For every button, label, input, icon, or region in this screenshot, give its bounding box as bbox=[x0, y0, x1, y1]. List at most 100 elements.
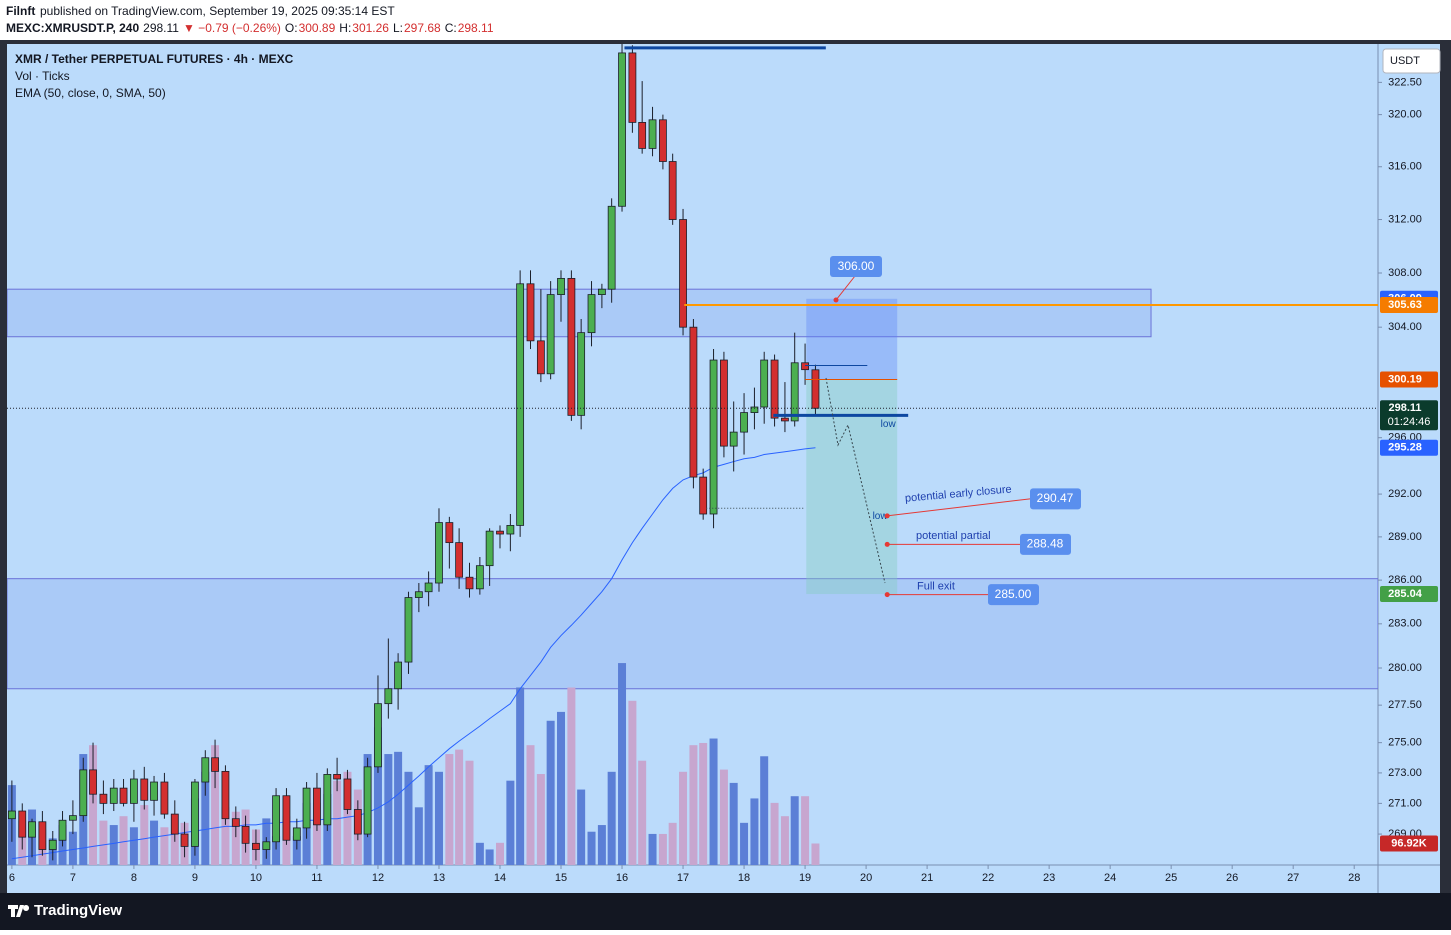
target-zone bbox=[806, 379, 898, 595]
x-tick-label: 14 bbox=[494, 872, 506, 884]
candle-body bbox=[252, 842, 260, 850]
candle-body bbox=[638, 121, 647, 149]
candle-body bbox=[211, 757, 219, 772]
line-label: low bbox=[873, 511, 889, 522]
volume-bar bbox=[628, 700, 637, 865]
y-tick-label: 283.00 bbox=[1388, 618, 1422, 630]
line-label: low bbox=[881, 419, 897, 430]
volume-bar bbox=[587, 831, 596, 865]
volume-bar bbox=[536, 774, 545, 865]
x-tick-label: 11 bbox=[311, 872, 322, 884]
currency[interactable]: USDT bbox=[1390, 55, 1420, 67]
candle-body bbox=[323, 774, 332, 826]
target-line bbox=[887, 498, 1031, 517]
volume-bar bbox=[99, 820, 108, 865]
candle-body bbox=[180, 833, 189, 847]
volume-bar bbox=[567, 687, 576, 865]
legend-volume: Vol · Ticks bbox=[15, 69, 70, 83]
y-tick-label: 271.00 bbox=[1388, 797, 1422, 809]
volume-bar bbox=[750, 798, 759, 865]
price-badge-label: 285.04 bbox=[1388, 588, 1423, 600]
volume-badge-label: 96.92K bbox=[1391, 837, 1427, 849]
candle-body bbox=[760, 359, 769, 408]
candle-body bbox=[485, 530, 494, 567]
x-tick-label: 9 bbox=[192, 872, 198, 884]
candle-body bbox=[750, 406, 759, 413]
symbol-line: MEXC:XMRUSDT.P, 240 298.11 ▼ −0.79 (−0.26%… bbox=[6, 21, 494, 35]
x-tick-label: 24 bbox=[1104, 872, 1116, 884]
x-tick-label: 17 bbox=[677, 872, 689, 884]
candle-body bbox=[58, 819, 67, 841]
candle-body bbox=[801, 362, 809, 371]
volume-bar bbox=[801, 796, 810, 865]
volume-bar bbox=[485, 849, 494, 865]
candle-body bbox=[729, 431, 738, 447]
candle-body bbox=[699, 476, 708, 515]
candle-body bbox=[607, 205, 616, 290]
x-tick-label: 23 bbox=[1043, 872, 1055, 884]
ohlc-value: 301.26 bbox=[352, 21, 389, 35]
candle-body bbox=[28, 821, 36, 838]
volume-bar bbox=[404, 771, 413, 865]
candle-body bbox=[262, 841, 271, 850]
candle-body bbox=[668, 161, 677, 220]
volume-bar bbox=[638, 760, 647, 865]
volume-bar bbox=[577, 789, 586, 865]
volume-bar bbox=[516, 687, 525, 865]
candle-body bbox=[292, 827, 301, 841]
ohlc-value: 298.11 bbox=[458, 21, 494, 35]
volume-bar bbox=[68, 831, 77, 865]
candle-body bbox=[781, 417, 789, 422]
candle-body bbox=[790, 362, 799, 422]
volume-bar bbox=[790, 796, 799, 865]
y-tick-label: 286.00 bbox=[1388, 574, 1422, 586]
y-tick-label: 273.00 bbox=[1388, 767, 1422, 779]
candle-body bbox=[363, 766, 372, 835]
volume-badge bbox=[1380, 835, 1438, 852]
candle-body bbox=[709, 359, 718, 515]
candle-body bbox=[99, 793, 108, 804]
candle-body bbox=[516, 283, 525, 526]
x-tick-label: 26 bbox=[1226, 872, 1238, 884]
volume-bar bbox=[475, 842, 484, 865]
candle-body bbox=[140, 778, 149, 801]
x-tick-label: 7 bbox=[70, 872, 76, 884]
volume-bar bbox=[648, 833, 657, 865]
footer bbox=[0, 893, 1451, 930]
volume-bar bbox=[679, 771, 688, 865]
candle-body bbox=[170, 813, 179, 835]
candle-body bbox=[618, 52, 626, 207]
volume-bar bbox=[414, 807, 423, 865]
volume-bar bbox=[770, 802, 779, 865]
candle-body bbox=[394, 661, 403, 690]
zone bbox=[7, 288, 1152, 338]
volume-bar bbox=[699, 742, 708, 865]
chart-area bbox=[7, 44, 1440, 893]
x-tick-label: 25 bbox=[1165, 872, 1177, 884]
zone bbox=[7, 578, 1378, 690]
volume-bar bbox=[506, 780, 515, 865]
change: ▼ −0.79 (−0.26%) bbox=[183, 21, 281, 35]
candle-body bbox=[7, 810, 16, 820]
candle-body bbox=[48, 839, 57, 850]
candle-body bbox=[536, 340, 545, 375]
volume-bar bbox=[607, 771, 616, 865]
x-tick-label: 21 bbox=[921, 872, 933, 884]
ohlc-value: 300.89 bbox=[299, 21, 336, 35]
price-badge-label: 295.28 bbox=[1388, 442, 1422, 454]
candle-body bbox=[353, 809, 362, 835]
candle-body bbox=[343, 778, 352, 810]
target-dot bbox=[884, 592, 890, 598]
target-text: potential partial bbox=[916, 530, 991, 542]
target-text: Full exit bbox=[917, 581, 955, 593]
volume-bar bbox=[597, 825, 606, 865]
volume-bar bbox=[445, 754, 454, 865]
ohlc-key: L: bbox=[393, 21, 403, 35]
target-value: 285.00 bbox=[995, 587, 1032, 601]
currency-box[interactable] bbox=[1382, 48, 1441, 74]
candle-body bbox=[740, 412, 748, 433]
volume-bar bbox=[160, 827, 169, 865]
volume-bar bbox=[434, 771, 443, 865]
candle-body bbox=[546, 294, 555, 375]
candle-body bbox=[475, 565, 484, 590]
